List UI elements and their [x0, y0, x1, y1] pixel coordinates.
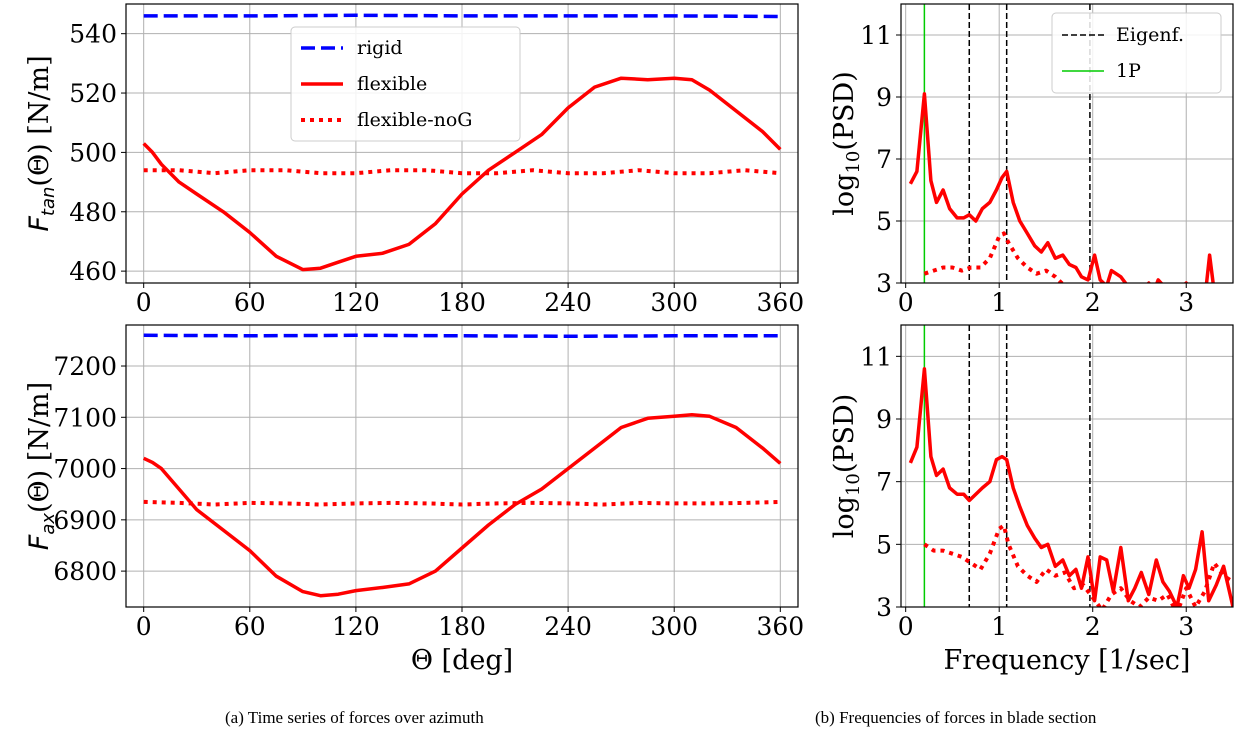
- legend-label: 1P: [1116, 60, 1141, 82]
- y-tick-label: 6800: [53, 557, 117, 586]
- series-flexible-noG: [923, 523, 1233, 607]
- plot-area: [908, 4, 1215, 283]
- y-tick-label: 480: [69, 198, 117, 227]
- panel-b-top: 0 1 2 3 3 5 7 9 11 log10(PSD) Eigenf. 1P: [829, 3, 1234, 317]
- x-tick-label: 300: [650, 612, 698, 641]
- caption-a: (a) Time series of forces over azimuth: [225, 708, 484, 727]
- y-tick-label: 5: [876, 530, 892, 559]
- plot-area: [142, 13, 782, 272]
- axes-frame: [900, 324, 1234, 608]
- x-tick-label: 1: [991, 612, 1007, 641]
- y-axis-label: log10(PSD): [829, 394, 864, 538]
- y-tick-label: 500: [69, 138, 117, 167]
- y-axis-label: log10(PSD): [829, 71, 864, 215]
- y-tick-label: 7100: [53, 403, 117, 432]
- x-tick-label: 180: [438, 612, 486, 641]
- panel-a-top: 0 60 120 180 240 300 360 460 480 500 520 540 Ftan(Θ)…: [24, 3, 804, 317]
- series-flexible: [908, 367, 1233, 607]
- y-tick-label: 9: [876, 405, 892, 434]
- x-axis-label: Frequency [1/sec]: [944, 645, 1191, 676]
- series-rigid: [143, 333, 781, 339]
- series-flexible: [908, 92, 1215, 283]
- x-tick-label: 240: [544, 612, 592, 641]
- x-tick-label: 360: [756, 612, 804, 641]
- y-tick-label: 5: [876, 207, 892, 236]
- caption-b: (b) Frequencies of forces in blade secti…: [815, 708, 1097, 727]
- y-tick-label: 3: [876, 269, 892, 298]
- y-tick-label: 7: [876, 145, 892, 174]
- x-tick-label: 1: [991, 288, 1007, 317]
- x-tick-label: 0: [136, 288, 152, 317]
- legend-box: [290, 26, 521, 142]
- legend-label: flexible-noG: [357, 109, 472, 131]
- y-axis-label: Ftan(Θ) [N/m]: [24, 55, 59, 231]
- y-tick-label: 460: [69, 257, 117, 286]
- y-tick-label: 520: [69, 79, 117, 108]
- x-tick-label: 0: [898, 612, 914, 641]
- x-tick-label: 3: [1178, 612, 1194, 641]
- y-tick-label: 7: [876, 468, 892, 497]
- series-rigid: [143, 13, 781, 19]
- legend-label: flexible: [357, 73, 427, 95]
- x-tick-label: 360: [756, 288, 804, 317]
- x-tick-label: 0: [898, 288, 914, 317]
- series-flexible: [142, 412, 782, 598]
- x-tick-label: 60: [234, 288, 266, 317]
- plot-area: [908, 325, 1233, 607]
- series-flexible-noG: [923, 231, 1065, 283]
- x-tick-label: 180: [438, 288, 486, 317]
- series-flexible-noG: [143, 499, 781, 507]
- plot-area: [142, 333, 782, 598]
- y-tick-label: 11: [860, 342, 892, 371]
- panel-b-bottom: 0 1 2 3 3 5 7 9 11 log10(PSD) Frequency [1/sec]: [829, 324, 1234, 676]
- y-tick-label: 3: [876, 593, 892, 622]
- y-axis-label: Fax(Θ) [N/m]: [24, 382, 59, 550]
- x-axis-label: Θ [deg]: [411, 645, 513, 676]
- y-tick-label: 7200: [53, 352, 117, 381]
- x-tick-label: 0: [136, 612, 152, 641]
- legend-label: Eigenf.: [1116, 24, 1184, 46]
- series-flexible-noG: [143, 168, 781, 176]
- y-tick-label: 9: [876, 83, 892, 112]
- axes-frame: [900, 3, 1234, 284]
- panel-a-bottom: 0 60 120 180 240 300 360 6800 6900 7000 7100 7200Fa…: [24, 324, 804, 676]
- y-tick-label: 540: [69, 20, 117, 49]
- series-flexible: [142, 76, 782, 272]
- y-tick-label: 11: [860, 21, 892, 50]
- x-tick-label: 240: [544, 288, 592, 317]
- x-tick-label: 60: [234, 612, 266, 641]
- y-tick-label: 7000: [53, 455, 117, 484]
- x-tick-label: 2: [1085, 288, 1101, 317]
- x-tick-label: 3: [1178, 288, 1194, 317]
- x-tick-label: 300: [650, 288, 698, 317]
- legend-label: rigid: [357, 37, 403, 59]
- y-tick-label: 6900: [53, 506, 117, 535]
- x-tick-label: 120: [332, 288, 380, 317]
- legend-box: [1051, 12, 1222, 94]
- x-tick-label: 2: [1085, 612, 1101, 641]
- x-tick-label: 120: [332, 612, 380, 641]
